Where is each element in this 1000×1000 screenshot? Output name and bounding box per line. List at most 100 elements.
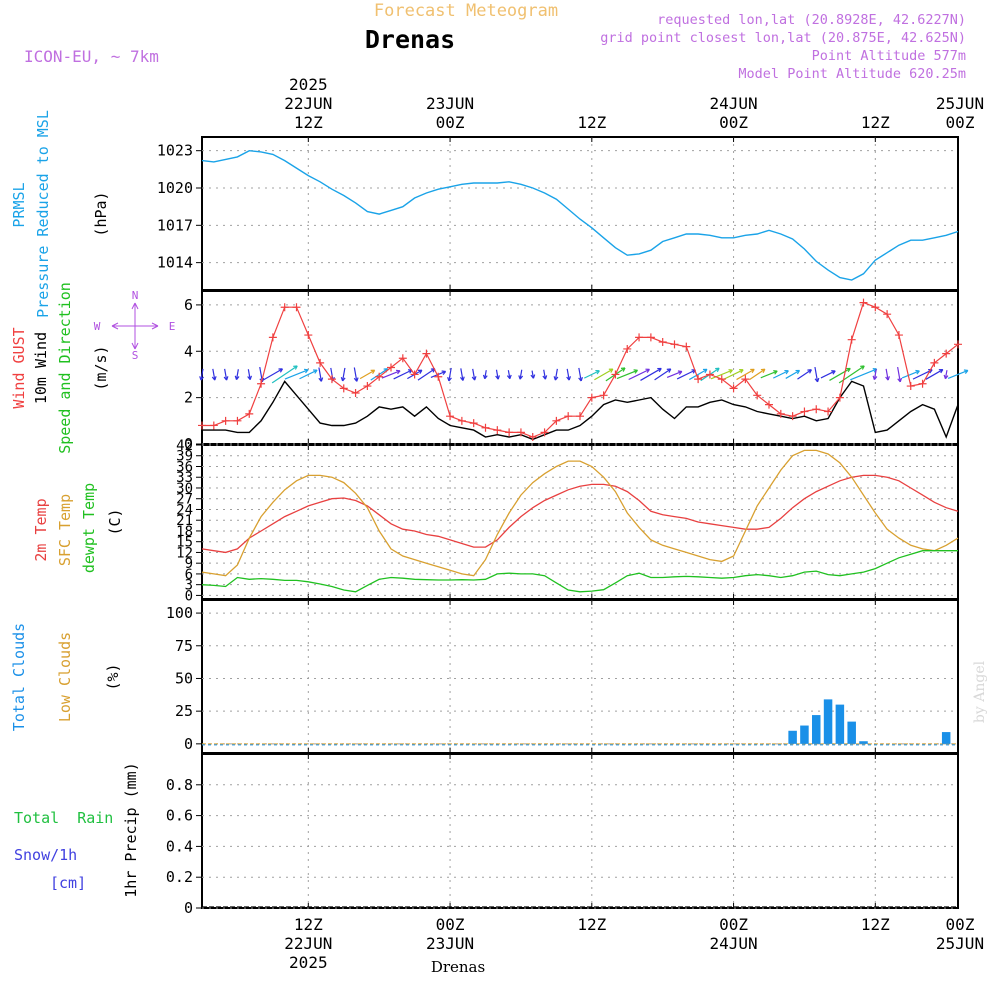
wind-speed-line <box>202 380 959 441</box>
wind-arrow <box>459 368 465 381</box>
time-tick-label: 12Z <box>577 915 606 934</box>
y-tick-label: 6 <box>185 567 193 583</box>
wind-arrow <box>814 366 820 383</box>
wind-label-gust: Wind GUST <box>10 327 28 408</box>
wind-arrow <box>566 368 572 381</box>
gust-marker <box>894 331 903 340</box>
wind-arrow <box>628 368 650 381</box>
wind-arrow <box>318 367 324 382</box>
total-cloud-bar <box>835 704 845 744</box>
gust-marker <box>859 298 868 307</box>
y-tick-label: 1014 <box>157 254 193 272</box>
gust-marker <box>505 428 514 437</box>
gust-marker <box>245 409 254 418</box>
gust-marker <box>398 354 407 363</box>
wind-label-10m: 10m Wind <box>32 332 50 404</box>
y-tick-label: 0.8 <box>166 776 193 794</box>
gust-marker <box>765 400 773 409</box>
compass-n: N <box>132 289 139 302</box>
gust-marker <box>906 382 915 391</box>
temp-sfc-line <box>201 449 959 577</box>
gust-marker <box>776 409 785 418</box>
wind-arrow <box>666 370 683 378</box>
time-tick-label: 00Z <box>946 915 975 934</box>
gust-marker <box>599 391 608 400</box>
precip-label-cm: [cm] <box>50 874 86 892</box>
y-tick-label: 75 <box>175 637 193 655</box>
compass-e: E <box>169 320 176 333</box>
temperature-labels: 2m Temp SFC Temp dewpt Temp (C) <box>32 483 124 573</box>
gust-marker <box>717 375 726 384</box>
wind-arrow <box>797 369 812 380</box>
gust-marker <box>812 405 821 414</box>
gust-marker <box>611 370 620 379</box>
time-tick-label: 12Z <box>294 915 323 934</box>
gust-marker <box>351 389 360 397</box>
y-tick-label: 33 <box>176 470 193 486</box>
total-cloud-bar <box>823 699 833 744</box>
time-tick-label: 12Z <box>861 113 890 132</box>
compass-s: S <box>132 349 139 362</box>
time-tick-label: 2025 <box>289 75 328 94</box>
gust-marker <box>327 375 336 384</box>
wind-arrow <box>353 367 359 382</box>
gust-marker <box>422 349 431 358</box>
temp-2m-line <box>201 474 959 554</box>
wind-arrow <box>211 368 217 381</box>
y-tick-label: 9 <box>185 556 193 572</box>
gust-marker <box>446 412 455 421</box>
gust-marker <box>410 370 419 379</box>
wind-arrow <box>820 370 836 379</box>
wind-arrow <box>760 370 778 379</box>
gust-marker <box>883 310 892 319</box>
y-tick-label: 2 <box>184 389 193 407</box>
precip-unit: 1hr Precip (mm) <box>122 762 140 897</box>
total-cloud-bar <box>800 725 809 744</box>
gust-marker <box>221 416 230 425</box>
y-tick-label: 39 <box>176 449 193 465</box>
temp-label-2m: 2m Temp <box>32 498 50 561</box>
total-cloud-bar <box>941 732 951 744</box>
precip-label-snow: Snow/1h <box>14 846 77 864</box>
wind-arrow <box>299 369 318 380</box>
cloud-label-low: Low Clouds <box>56 632 74 722</box>
wind-arrow <box>616 369 639 380</box>
wind-arrow <box>654 368 672 381</box>
y-tick-label: 42 <box>176 438 193 454</box>
wind-arrow <box>506 370 512 380</box>
wind-arrow <box>850 368 878 381</box>
precip-labels: Total Rain Snow/1h [cm] 1hr Precip (mm) <box>14 762 140 897</box>
gust-marker <box>741 375 750 384</box>
footer-location: Drenas <box>431 958 485 976</box>
wind-arrow <box>749 368 766 381</box>
gust-marker <box>363 382 372 391</box>
temp-label-sfc: SFC Temp <box>56 494 74 566</box>
wind-arrow <box>271 365 298 384</box>
wind-arrow <box>234 369 240 380</box>
wind-arrow <box>785 369 801 379</box>
wind-arrow <box>359 369 376 380</box>
gust-marker <box>753 391 762 400</box>
wind-arrow <box>872 369 878 380</box>
wind-arrow <box>901 369 920 379</box>
wind-arrow <box>947 369 969 380</box>
y-tick-label: 3 <box>185 578 193 594</box>
wind-unit: (m/s) <box>92 345 110 390</box>
time-tick-label: 00Z <box>436 915 465 934</box>
gust-marker <box>824 407 833 416</box>
wind-arrow <box>897 366 903 383</box>
y-tick-label: 0.2 <box>166 868 193 886</box>
wind-arrow <box>340 367 346 382</box>
gust-marker <box>871 303 880 312</box>
wind-arrow <box>640 367 662 381</box>
time-tick-label: 12Z <box>861 915 890 934</box>
wind-arrow <box>925 368 944 380</box>
wind-arrow <box>578 367 583 382</box>
precip-panel: 0 0.2 0.4 0.6 0.8 <box>166 753 959 917</box>
total-cloud-bar <box>859 741 868 744</box>
gust-marker <box>198 421 206 430</box>
wind-arrow <box>943 370 949 380</box>
wind-arrow <box>710 369 733 380</box>
